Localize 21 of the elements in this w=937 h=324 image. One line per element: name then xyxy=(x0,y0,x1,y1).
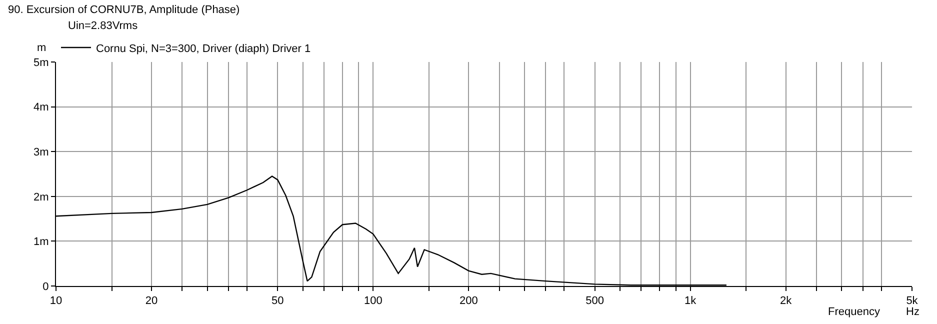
legend-label: Cornu Spi, N=3=300, Driver (diaph) Driver 1 xyxy=(96,42,311,55)
x-tick-label: 5k xyxy=(906,295,918,308)
x-axis-title: Frequency xyxy=(828,306,880,318)
x-tick-label: 50 xyxy=(272,295,284,308)
y-tick-label: 2m xyxy=(34,191,49,204)
y-tick-label: 0 xyxy=(42,280,49,293)
x-tick-label: 200 xyxy=(459,295,478,308)
y-tick-label: 3m xyxy=(34,146,49,158)
y-tick-label: 4m xyxy=(34,102,49,114)
chart-subtitle: Uin=2.83Vrms xyxy=(68,20,138,32)
x-tick-label: 10 xyxy=(50,295,62,308)
chart-title: 90. Excursion of CORNU7B, Amplitude (Phase) xyxy=(8,4,240,16)
y-tick-label: 5m xyxy=(34,56,49,69)
x-tick-label: 1k xyxy=(684,295,697,308)
x-tick-label: 500 xyxy=(586,295,604,308)
y-axis-title: m xyxy=(37,42,46,54)
y-tick-label: 1m xyxy=(34,236,49,248)
x-tick-label: 100 xyxy=(364,295,382,308)
text: Hz xyxy=(906,306,920,318)
x-tick-label: 2k xyxy=(780,295,792,308)
x-tick-label: 20 xyxy=(145,295,158,308)
